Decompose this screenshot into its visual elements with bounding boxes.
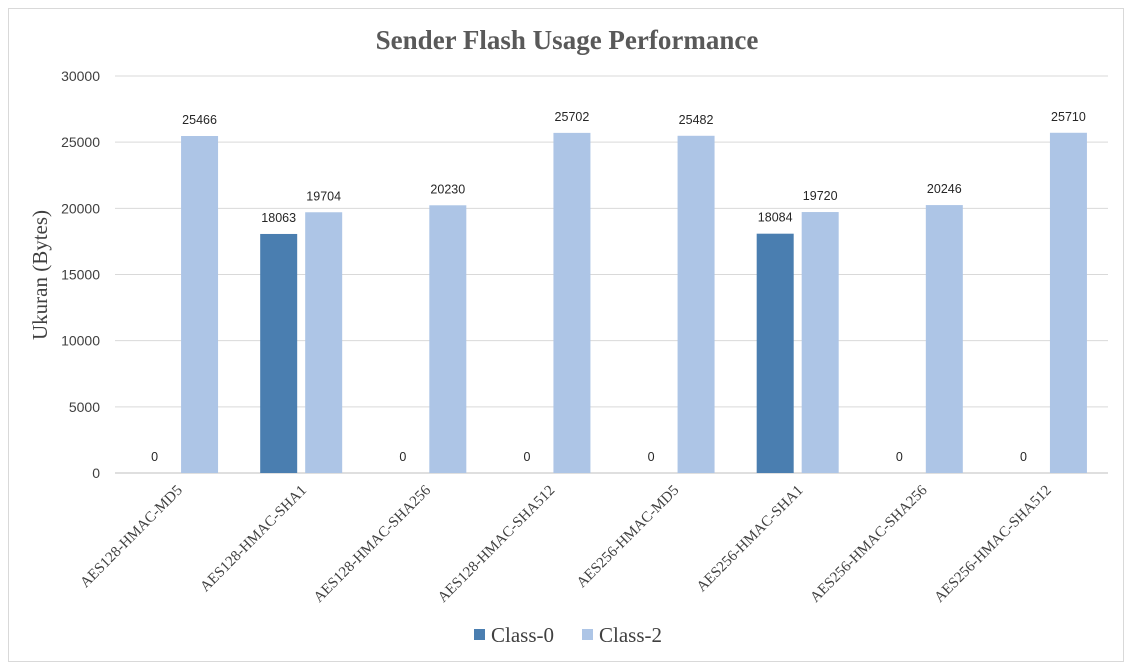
x-tick-label: AES128-HMAC-SHA1	[197, 483, 310, 596]
y-tick-label: 5000	[69, 399, 100, 415]
data-labels-layer: 0 25466 18063 19704 0 20230 0 25702 0 25482 18084 1…	[151, 110, 1086, 464]
data-label: 0	[896, 450, 903, 464]
data-label: 18084	[758, 211, 793, 225]
data-label: 0	[523, 450, 530, 464]
x-tick-label: AES256-HMAC-SHA1	[694, 483, 807, 596]
bar-class-2	[925, 205, 963, 473]
y-tick-label: 0	[92, 465, 100, 481]
legend: Class-0 Class-2	[474, 623, 662, 647]
data-label: 25466	[182, 113, 217, 127]
data-label: 20230	[430, 182, 465, 196]
bar-class-0	[260, 233, 298, 473]
legend-swatch-class-0	[474, 629, 485, 640]
y-axis-label: Ukuran (Bytes)	[28, 210, 52, 340]
x-tick-label: AES128-HMAC-MD5	[77, 483, 186, 592]
y-tick-label: 10000	[61, 333, 100, 349]
x-tick-label: AES256-HMAC-SHA512	[931, 483, 1054, 606]
y-tick-label: 15000	[61, 267, 100, 283]
data-label: 25710	[1051, 110, 1086, 124]
bars-layer	[181, 132, 1087, 473]
legend-label-class-0: Class-0	[491, 623, 554, 647]
bar-class-2	[181, 135, 219, 473]
x-tick-label: AES256-HMAC-MD5	[574, 483, 683, 592]
data-label: 25702	[555, 110, 590, 124]
bar-class-2	[677, 135, 715, 473]
data-label: 18063	[261, 211, 296, 225]
data-label: 19704	[306, 189, 341, 203]
y-tick-label: 30000	[61, 68, 100, 84]
legend-swatch-class-2	[582, 629, 593, 640]
data-label: 0	[648, 450, 655, 464]
legend-label-class-2: Class-2	[599, 623, 662, 647]
y-tick-label: 20000	[61, 200, 100, 216]
bar-class-2	[1049, 132, 1087, 473]
x-tick-label: AES256-HMAC-SHA256	[807, 482, 931, 606]
data-label: 20246	[927, 182, 962, 196]
data-label: 0	[1020, 450, 1027, 464]
bar-class-0	[756, 233, 794, 473]
data-label: 25482	[679, 113, 714, 127]
y-tick-label: 25000	[61, 134, 100, 150]
bar-class-2	[801, 212, 839, 473]
bar-class-2	[305, 212, 343, 473]
data-label: 0	[399, 450, 406, 464]
chart-title: Sender Flash Usage Performance	[376, 25, 759, 55]
x-tick-label: AES128-HMAC-SHA256	[311, 482, 435, 606]
x-ticks-layer: AES128-HMAC-MD5 AES128-HMAC-SHA1 AES128-HM…	[77, 482, 1054, 606]
x-tick-label: AES128-HMAC-SHA512	[435, 483, 558, 606]
data-label: 0	[151, 450, 158, 464]
bar-class-2	[429, 205, 467, 473]
data-label: 19720	[803, 189, 838, 203]
bar-class-2	[553, 132, 591, 473]
